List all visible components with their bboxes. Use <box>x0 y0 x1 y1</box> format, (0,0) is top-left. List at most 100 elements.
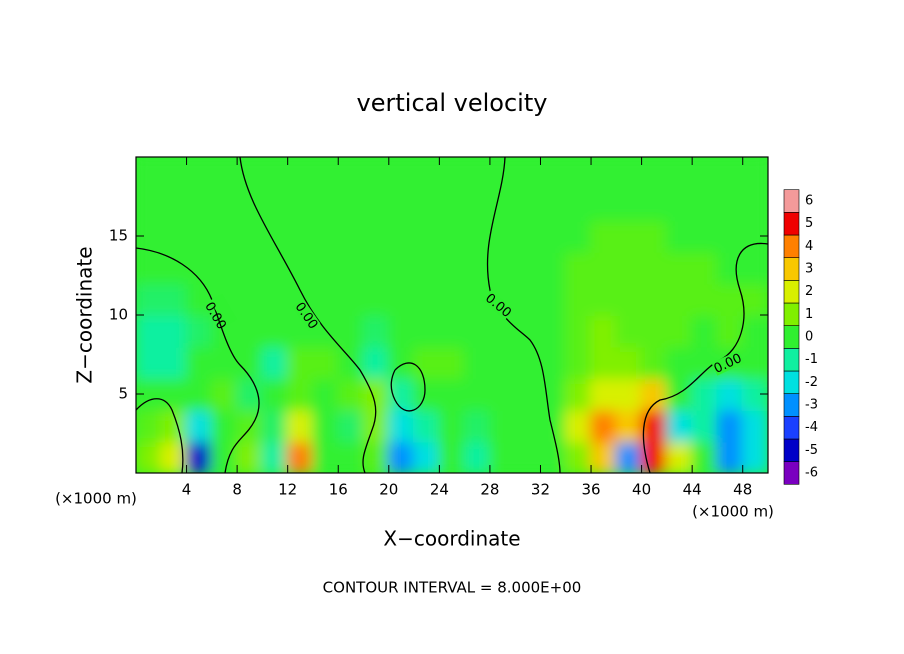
cell <box>387 250 416 285</box>
cell <box>741 314 768 348</box>
cell <box>387 157 416 190</box>
colorbar-swatch <box>783 302 800 326</box>
x-tick-label: 8 <box>232 481 242 499</box>
colorbar-label: -2 <box>805 375 818 390</box>
field-cells <box>136 157 768 473</box>
cell <box>590 219 618 253</box>
cell <box>463 345 491 380</box>
colorbar-label: 1 <box>805 307 813 322</box>
cell <box>136 408 163 443</box>
field <box>136 157 768 473</box>
contour-label-bg <box>482 289 514 321</box>
cell <box>160 157 188 190</box>
cell <box>741 345 768 380</box>
cell <box>210 440 239 473</box>
cell <box>564 408 593 443</box>
cell <box>615 282 643 316</box>
cell <box>311 219 340 253</box>
cell <box>615 314 643 348</box>
cell <box>337 377 365 411</box>
cell <box>185 282 213 316</box>
colorbar-label: -3 <box>805 398 818 413</box>
cell <box>665 408 694 443</box>
cell <box>691 157 719 190</box>
x-unit-label: (×1000 m) <box>55 490 137 508</box>
cell <box>539 282 567 316</box>
cell <box>514 157 542 190</box>
cell <box>261 219 289 253</box>
cell <box>665 440 694 473</box>
cell <box>691 440 719 473</box>
cell <box>362 250 390 285</box>
cell <box>564 314 593 348</box>
cell <box>640 187 668 222</box>
cell <box>590 440 618 473</box>
cell <box>337 440 365 473</box>
cell <box>590 187 618 222</box>
cell <box>286 377 314 411</box>
cell <box>311 250 340 285</box>
contour-label-bg <box>291 298 321 332</box>
cell <box>387 219 416 253</box>
contour-label-bg <box>711 350 745 376</box>
cell <box>463 187 491 222</box>
cell <box>691 314 719 348</box>
cell <box>185 377 213 411</box>
x-tick-label: 24 <box>430 481 449 499</box>
cell <box>236 282 264 316</box>
cell <box>311 408 340 443</box>
cell <box>488 377 517 411</box>
cell <box>514 377 542 411</box>
cell <box>716 314 744 348</box>
cell <box>488 250 517 285</box>
cell <box>210 345 239 380</box>
cell <box>362 345 390 380</box>
cell <box>691 219 719 253</box>
cell <box>337 314 365 348</box>
cell <box>261 377 289 411</box>
cell <box>337 219 365 253</box>
cell <box>691 377 719 411</box>
y-tick-label: 15 <box>109 227 128 245</box>
cell <box>539 440 567 473</box>
cell <box>741 408 768 443</box>
colorbar-swatch <box>783 234 800 258</box>
cell <box>438 157 466 190</box>
cell <box>716 187 744 222</box>
colorbar-swatch <box>783 393 800 417</box>
cell <box>514 345 542 380</box>
contour-line <box>486 157 561 473</box>
cell <box>236 345 264 380</box>
cell <box>539 314 567 348</box>
cell <box>640 440 668 473</box>
x-axis-label: X−coordinate <box>383 527 520 551</box>
cell <box>185 157 213 190</box>
cell <box>362 157 390 190</box>
cell <box>590 314 618 348</box>
cell <box>665 345 694 380</box>
cell <box>514 219 542 253</box>
cell <box>160 345 188 380</box>
colorbar-label: 4 <box>805 239 813 254</box>
cell <box>438 345 466 380</box>
x-unit-label: (×1000 m) <box>692 503 774 521</box>
cell <box>438 440 466 473</box>
colorbar-label: 2 <box>805 284 813 299</box>
cell <box>311 157 340 190</box>
cell <box>741 157 768 190</box>
cell <box>413 282 441 316</box>
cell <box>741 282 768 316</box>
colorbar-label: -5 <box>805 443 818 458</box>
cell <box>160 219 188 253</box>
cell <box>311 187 340 222</box>
cell <box>438 250 466 285</box>
cell <box>236 440 264 473</box>
colorbar-label: -6 <box>805 466 818 481</box>
cell <box>741 187 768 222</box>
cell <box>716 440 744 473</box>
cell <box>337 345 365 380</box>
cell <box>691 408 719 443</box>
cell <box>261 314 289 348</box>
cell <box>136 157 163 190</box>
colorbar-label: 0 <box>805 330 813 345</box>
